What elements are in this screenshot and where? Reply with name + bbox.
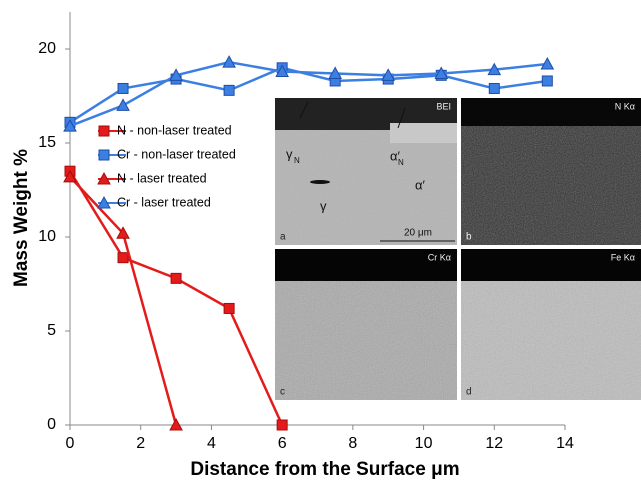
panel-letter: a <box>280 232 286 243</box>
marker <box>117 82 129 94</box>
light-region <box>390 123 457 143</box>
panel-title: Cr Kα <box>428 252 451 262</box>
marker <box>63 169 77 183</box>
marker <box>63 119 77 132</box>
marker <box>117 252 129 264</box>
panel-letter: c <box>280 387 285 398</box>
marker <box>170 272 182 284</box>
x-tick-label: 0 <box>66 435 75 452</box>
marker <box>222 55 236 68</box>
y-tick-label: 10 <box>38 228 56 245</box>
x-tick-label: 4 <box>207 435 216 452</box>
legend-label: Cr - non-laser treated <box>117 147 236 161</box>
marker <box>381 68 396 81</box>
marker <box>276 419 288 431</box>
micrograph-label: α′ <box>390 148 401 163</box>
marker <box>328 66 343 79</box>
y-tick-label: 5 <box>47 322 56 339</box>
y-tick-label: 0 <box>47 416 56 433</box>
y-tick-label: 15 <box>38 134 56 151</box>
legend-marker <box>97 195 111 209</box>
pointer <box>299 101 309 119</box>
marker <box>540 56 555 70</box>
y-axis-title: Mass Weight % <box>11 149 32 287</box>
marker <box>116 226 130 239</box>
panel-title: N Kα <box>615 101 635 111</box>
x-tick-label: 14 <box>556 435 574 452</box>
marker <box>169 68 183 81</box>
legend-label: Cr - laser treated <box>117 195 211 209</box>
panel-letter: d <box>466 387 472 398</box>
legend-label: N - laser treated <box>117 171 207 185</box>
legend-marker <box>98 125 110 137</box>
micrograph-top <box>461 249 641 281</box>
series-line <box>69 66 548 124</box>
micrograph-top <box>275 249 457 281</box>
legend-label: N - non-laser treated <box>117 123 232 137</box>
panel-letter: b <box>466 232 472 243</box>
scale-bar-label: 20 μm <box>404 228 432 239</box>
series-line <box>69 60 548 128</box>
micrograph-label: γ <box>286 146 293 161</box>
marker <box>488 82 500 94</box>
x-tick-label: 2 <box>136 435 145 452</box>
series-line <box>69 175 178 426</box>
marker <box>487 62 502 76</box>
micrograph-label: α′ <box>415 177 426 192</box>
inclusion <box>310 180 330 184</box>
x-tick-label: 10 <box>415 435 433 452</box>
pointer <box>397 107 406 129</box>
x-tick-label: 6 <box>278 435 287 452</box>
panel-title: BEI <box>436 101 451 111</box>
marker <box>275 64 289 78</box>
micrograph-top <box>461 98 641 126</box>
marker <box>116 98 130 111</box>
micrograph-label-sub: N <box>294 156 300 165</box>
marker <box>223 302 235 314</box>
x-tick-label: 12 <box>485 435 503 452</box>
marker <box>223 84 235 96</box>
marker <box>434 66 449 79</box>
x-axis-title: Distance from the Surface μm <box>190 459 459 480</box>
legend-marker <box>98 149 110 161</box>
micrograph-label-sub: N <box>398 158 404 167</box>
y-tick-label: 20 <box>38 40 56 57</box>
marker <box>169 417 183 431</box>
panel-title: Fe Kα <box>611 252 635 262</box>
marker <box>541 75 553 87</box>
micrograph-label: γ <box>320 198 327 213</box>
legend-marker <box>97 171 111 185</box>
x-tick-label: 8 <box>348 435 357 452</box>
